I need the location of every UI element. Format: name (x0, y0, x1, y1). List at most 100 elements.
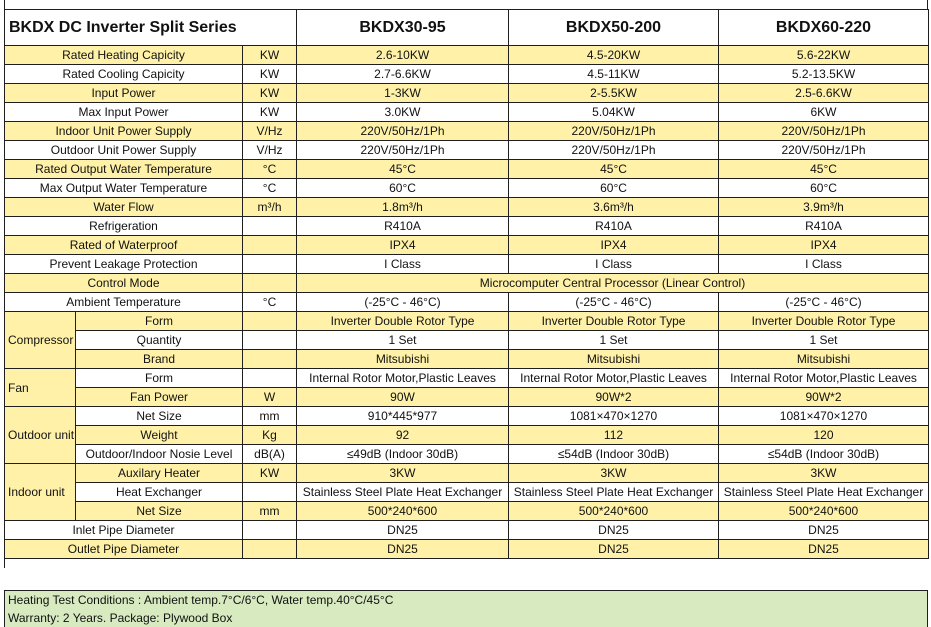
row-unit (242, 539, 297, 559)
row-value: 90W*2 (718, 387, 929, 407)
row-value: 5.2-13.5KW (718, 64, 929, 84)
model-header: BKDX30-95 (296, 9, 509, 46)
row-value: 1 Set (718, 330, 929, 350)
row-value: Mitsubishi (718, 349, 929, 369)
row-value: I Class (508, 254, 719, 274)
spec-row: Indoor Unit Power Supply V/Hz 220V/50Hz/1P… (4, 121, 929, 141)
warranty-note: Warranty: 2 Years. Package: Plywood Box (8, 611, 233, 625)
row-value: Stainless Steel Plate Heat Exchanger (296, 482, 509, 502)
row-unit: m³/h (242, 197, 297, 217)
row-unit: V/Hz (242, 140, 297, 160)
row-value: 500*240*600 (718, 501, 929, 521)
row-value: 1081×470×1270 (508, 406, 719, 426)
row-value: DN25 (296, 539, 509, 559)
row-value: 6KW (718, 102, 929, 122)
row-unit: KW (242, 463, 297, 483)
spec-row: Rated Cooling Capicity KW 2.7-6.6KW 4.5-11K… (4, 64, 929, 84)
row-value: 220V/50Hz/1Ph (508, 121, 719, 141)
row-value: 4.5-20KW (508, 45, 719, 65)
row-label: Water Flow (4, 197, 243, 217)
test-conditions-note: Heating Test Conditions : Ambient temp.7… (8, 593, 394, 607)
row-value: 4.5-11KW (508, 64, 719, 84)
row-value: Inverter Double Rotor Type (296, 311, 509, 331)
row-value: 3.9m³/h (718, 197, 929, 217)
row-value: 1081×470×1270 (718, 406, 929, 426)
row-value: 220V/50Hz/1Ph (718, 121, 929, 141)
spacer-row (4, 558, 929, 568)
row-label: Net Size (75, 406, 243, 426)
spec-row: Quantity 1 Set 1 Set 1 Set (5, 330, 929, 350)
row-value: 3.6m³/h (508, 197, 719, 217)
spec-row: Rated of Waterproof IPX4 IPX4 IPX4 (4, 235, 929, 255)
row-unit (242, 520, 297, 540)
model-header: BKDX60-220 (718, 9, 929, 46)
row-value: 500*240*600 (296, 501, 509, 521)
row-value: IPX4 (508, 235, 719, 255)
spec-row: Input Power KW 1-3KW 2-5.5KW 2.5-6.6KW (4, 83, 929, 103)
spec-row: Fan Form Internal Rotor Motor,Plastic Leav… (4, 368, 929, 407)
spec-row: Outdoor unit Net Size mm 910*445*977 1081×47… (4, 406, 929, 464)
row-value: DN25 (296, 520, 509, 540)
row-value: 1 Set (296, 330, 509, 350)
spec-row: Outdoor/Indoor Nosie Level dB(A) ≤49dB (In… (5, 444, 929, 464)
row-label: Weight (75, 425, 243, 445)
row-label: Input Power (4, 83, 243, 103)
row-value: 220V/50Hz/1Ph (718, 140, 929, 160)
row-value: R410A (718, 216, 929, 236)
row-value: 90W (296, 387, 509, 407)
row-label: Max Input Power (4, 102, 243, 122)
row-value: I Class (296, 254, 509, 274)
notes-box: Heating Test Conditions : Ambient temp.7… (4, 590, 928, 627)
row-unit (242, 349, 297, 369)
row-value: 220V/50Hz/1Ph (296, 121, 509, 141)
row-unit: W (242, 387, 297, 407)
row-value: 1 Set (508, 330, 719, 350)
row-unit (242, 273, 297, 293)
row-value: DN25 (718, 520, 929, 540)
row-unit (242, 368, 297, 388)
spec-row: Net Size mm 500*240*600 500*240*600 500*240*… (5, 501, 929, 521)
spec-row: Refrigeration R410A R410A R410A (4, 216, 929, 236)
row-label: Refrigeration (4, 216, 243, 236)
row-unit: KW (242, 102, 297, 122)
row-unit (242, 235, 297, 255)
row-value: 60°C (508, 178, 719, 198)
row-value: DN25 (508, 539, 719, 559)
row-value: 45°C (718, 159, 929, 179)
row-value: Mitsubishi (296, 349, 509, 369)
spec-table-body: BKDX DC Inverter Split Series BKDX30-95 … (4, 9, 929, 568)
row-unit (242, 482, 297, 502)
row-label: Form (75, 368, 243, 388)
row-value: 220V/50Hz/1Ph (508, 140, 719, 160)
row-label: Outlet Pipe Diameter (4, 539, 243, 559)
row-unit: °C (242, 292, 297, 312)
model-header: BKDX50-200 (508, 9, 719, 46)
spec-row: Outlet Pipe Diameter DN25 DN25 DN25 (4, 539, 929, 559)
row-label: Rated Heating Capicity (4, 45, 243, 65)
row-label: Indoor Unit Power Supply (4, 121, 243, 141)
row-unit: KW (242, 64, 297, 84)
row-value: Inverter Double Rotor Type (508, 311, 719, 331)
row-value: DN25 (508, 520, 719, 540)
row-value: 60°C (718, 178, 929, 198)
row-value: 60°C (296, 178, 509, 198)
spec-row: Prevent Leakage Protection I Class I Class… (4, 254, 929, 274)
row-label: Auxilary Heater (75, 463, 243, 483)
spec-row: Max Input Power KW 3.0KW 5.04KW 6KW (4, 102, 929, 122)
spec-row: Max Output Water Temperature °C 60°C 60°C 60… (4, 178, 929, 198)
row-value: Internal Rotor Motor,Plastic Leaves (508, 368, 719, 388)
row-value: 2.5-6.6KW (718, 83, 929, 103)
row-label: Control Mode (4, 273, 243, 293)
row-value: ≤54dB (Indoor 30dB) (718, 444, 929, 464)
row-value: 3KW (296, 463, 509, 483)
row-value: Inverter Double Rotor Type (718, 311, 929, 331)
group-label: Indoor unit (4, 463, 76, 521)
row-value: IPX4 (718, 235, 929, 255)
row-value: 1.8m³/h (296, 197, 509, 217)
row-label: Rated Cooling Capicity (4, 64, 243, 84)
row-value: 3KW (508, 463, 719, 483)
row-value: 5.04KW (508, 102, 719, 122)
row-value: 45°C (508, 159, 719, 179)
row-unit: V/Hz (242, 121, 297, 141)
row-value: Stainless Steel Plate Heat Exchanger (508, 482, 719, 502)
